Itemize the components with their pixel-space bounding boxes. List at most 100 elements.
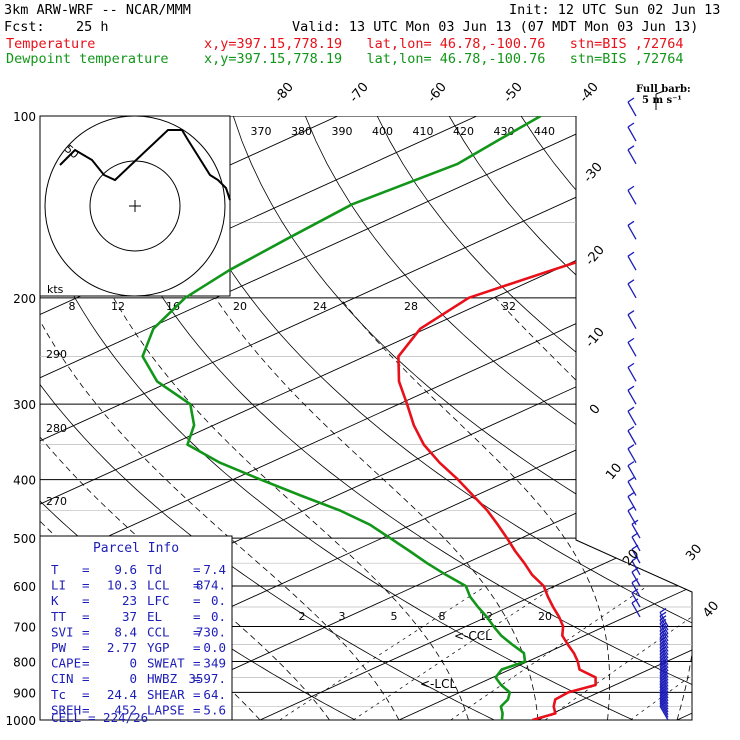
valid-time: Valid: 13 UTC Mon 03 Jun 13 (07 MDT Mon … (292, 19, 699, 35)
wind-barb-staff (631, 560, 641, 576)
wind-barb-staff (659, 663, 669, 678)
mixing-ratio-upper-label: 24 (313, 300, 327, 313)
wind-barb-staff (627, 367, 637, 382)
parcel-eq: = (193, 578, 201, 593)
barb-legend-flag (655, 90, 665, 95)
wind-barb-staff (627, 189, 637, 205)
mixing-ratio-lower-label: 5 (391, 610, 398, 623)
parcel-eq: = (82, 593, 90, 608)
isotherm-label: -10 (583, 325, 608, 351)
pressure-label-900: 900 (13, 686, 36, 700)
parcel-label: Td (147, 562, 162, 577)
wind-barb-feather (627, 251, 635, 257)
mixing-ratio-line (353, 585, 556, 720)
parcel-value: 37 (122, 609, 137, 624)
wind-barb-staff (659, 653, 669, 669)
wind-barb-staff (659, 630, 669, 645)
wind-barb-staff (659, 700, 669, 716)
isotherm (40, 116, 616, 720)
wind-barb-staff (659, 633, 669, 649)
isotherm (676, 116, 692, 720)
wind-barb-staff (659, 689, 669, 705)
pressure-label-100: 100 (13, 110, 36, 124)
pressure-label-500: 500 (13, 532, 36, 546)
pressure-label-700: 700 (13, 620, 36, 634)
temperature-legend: Temperature (6, 36, 96, 52)
parcel-label: SREH (51, 702, 81, 717)
parcel-eq: = (82, 687, 90, 702)
dry-adiabat-label: 280 (46, 422, 67, 435)
wind-barb-staff (627, 283, 637, 299)
wind-barb-staff (659, 643, 669, 659)
parcel-value: 0.0 (203, 640, 226, 655)
wind-barb-staff (627, 410, 637, 426)
isotherm (40, 116, 692, 720)
wind-barb-staff (659, 615, 669, 631)
isotherm (120, 116, 692, 720)
theta-top-label: 420 (453, 125, 474, 138)
parcel-value: 730. (196, 624, 226, 639)
wind-barb-feather (631, 588, 639, 594)
parcel-label: LAPSE (147, 702, 185, 717)
theta-top-label: 440 (534, 125, 555, 138)
parcel-info-box (39, 535, 233, 721)
theta-top-label: 390 (332, 125, 353, 138)
theta-top-label: 410 (413, 125, 434, 138)
parcel-eq: = (82, 609, 90, 624)
parcel-eq: = (82, 656, 90, 671)
dry-adiabat (520, 116, 692, 720)
parcel-value: 8.4 (114, 624, 137, 639)
isotherm-label: -50 (501, 80, 526, 106)
moist-adiabat (688, 297, 692, 720)
wind-barb-feather (627, 145, 635, 151)
parcel-value: 5.6 (203, 702, 226, 717)
parcel-eq: = (193, 640, 201, 655)
parcel-label: TT (51, 609, 67, 624)
wind-barb-staff (659, 692, 669, 707)
parcel-label: LFC (147, 593, 170, 608)
parcel-label: CAPE (51, 656, 81, 671)
dry-adiabat (304, 116, 692, 720)
wind-barb-staff (659, 705, 669, 721)
parcel-value: 23 (122, 593, 137, 608)
parcel-value: 24.4 (107, 687, 137, 702)
parcel-cell-value: = 224/26 (88, 710, 148, 725)
wind-barb-staff (659, 650, 669, 666)
wind-barb-staff (627, 149, 637, 165)
wind-barb-staff (659, 669, 669, 684)
dry-adiabat (376, 116, 692, 720)
wind-barb-staff (659, 697, 669, 713)
wind-barb-staff (627, 101, 637, 117)
isotherm-label: 0 (587, 402, 604, 418)
parcel-value: 349 (203, 656, 226, 671)
dry-adiabat (232, 116, 692, 720)
isotherm-label: -70 (347, 80, 372, 106)
dry-adiabat-label: 290 (46, 348, 67, 361)
wind-barb-feather (627, 444, 635, 450)
mixing-ratio-upper-label: 32 (502, 300, 516, 313)
parcel-eq: = (193, 687, 201, 702)
wind-barb-staff (659, 703, 669, 718)
dry-adiabat (448, 116, 692, 720)
parcel-eq: = (82, 640, 90, 655)
parcel-label: LCL (147, 578, 170, 593)
wind-barb-staff (627, 465, 637, 480)
wind-barb-staff (659, 619, 669, 635)
isotherm-label: 10 (603, 461, 625, 483)
parcel-label: HWBZ (147, 671, 178, 686)
moist-adiabat (113, 297, 469, 720)
parcel-label: SHEAR (147, 687, 185, 702)
parcel-eq: = (193, 562, 201, 577)
wind-barb-staff (631, 582, 641, 598)
parcel-label: YGP (147, 640, 170, 655)
wind-barb-staff (659, 666, 669, 681)
mixing-ratio-upper-label: 20 (233, 300, 247, 313)
mixing-ratio-line (630, 585, 692, 720)
wind-barb-staff (627, 126, 637, 142)
wind-barb-staff (659, 640, 669, 656)
parcel-eq: = (193, 671, 201, 686)
parcel-label: K (51, 593, 59, 608)
isotherm (398, 116, 692, 720)
